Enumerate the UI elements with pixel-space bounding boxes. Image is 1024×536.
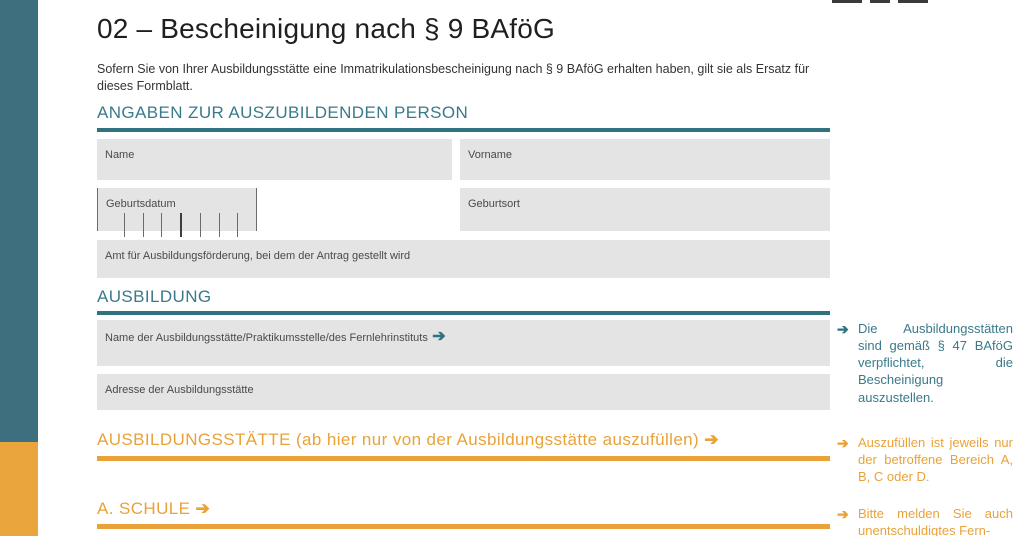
name-input-box[interactable]: Name: [97, 139, 452, 180]
arrow-icon: ➔: [195, 499, 211, 518]
staette-adresse-label: Adresse der Ausbildungsstätte: [105, 384, 254, 396]
section-heading-ausbildungsstaette-text: AUSBILDUNGSSTÄTTE (ab hier nur von der A…: [97, 430, 700, 449]
arrow-icon: ➔: [837, 506, 849, 522]
geburtsort-label: Geburtsort: [468, 198, 520, 210]
arrow-icon: ➔: [432, 328, 446, 345]
margin-note-text: Die Ausbildungsstätten sind gemäß § 47 B…: [858, 321, 1013, 405]
margin-note-text: Bitte melden Sie auch unentschuldigtes F…: [858, 506, 1013, 536]
margin-note: ➔ Die Ausbildungsstätten sind gemäß § 47…: [837, 320, 1013, 406]
geburtsort-input-box[interactable]: Geburtsort: [460, 188, 830, 231]
arrow-icon: ➔: [704, 430, 719, 449]
section-heading-schule-text: A. SCHULE: [97, 499, 191, 518]
intro-text: Sofern Sie von Ihrer Ausbildungsstätte e…: [97, 62, 810, 93]
amt-label: Amt für Ausbildungsförderung, bei dem de…: [105, 250, 411, 262]
amt-input-box[interactable]: Amt für Ausbildungsförderung, bei dem de…: [97, 240, 830, 278]
geburtsdatum-input-box[interactable]: Geburtsdatum: [97, 188, 257, 237]
section-rule-ausbildungsstaette: [97, 456, 830, 461]
page-title: 02 – Bescheinigung nach § 9 BAföG: [97, 13, 556, 44]
margin-note: ➔ Bitte melden Sie auch unentschuldigtes…: [837, 505, 1013, 536]
section-heading-ausbildungsstaette: AUSBILDUNGSSTÄTTE (ab hier nur von der A…: [97, 430, 719, 450]
date-digit-cells: [106, 213, 256, 239]
section-rule-schule: [97, 524, 830, 529]
sidebar-accent-teal: [0, 0, 38, 442]
sidebar-accent-orange: [0, 442, 38, 536]
section-rule-person: [97, 128, 830, 132]
margin-note: ➔ Auszufüllen ist jeweils nur der betrof…: [837, 434, 1013, 485]
section-heading-ausbildung: AUSBILDUNG: [97, 287, 212, 306]
staette-name-input-box[interactable]: Name der Ausbildungsstätte/Praktikumsste…: [97, 320, 830, 366]
vorname-label: Vorname: [468, 149, 513, 161]
section-heading-person: ANGABEN ZUR AUSZUBILDENDEN PERSON: [97, 103, 469, 122]
arrow-icon: ➔: [837, 321, 849, 337]
section-rule-ausbildung: [97, 311, 830, 315]
margin-note-text: Auszufüllen ist jeweils nur der betroffe…: [858, 435, 1013, 485]
staette-name-label: Name der Ausbildungsstätte/Praktikumsste…: [105, 332, 428, 344]
vorname-input-box[interactable]: Vorname: [460, 139, 830, 180]
section-heading-schule: A. SCHULE ➔: [97, 499, 210, 519]
clipped-text-fragment: [832, 0, 928, 4]
geburtsdatum-label: Geburtsdatum: [106, 198, 176, 210]
name-label: Name: [105, 149, 135, 161]
arrow-icon: ➔: [837, 435, 849, 451]
staette-adresse-input-box[interactable]: Adresse der Ausbildungsstätte: [97, 374, 830, 410]
